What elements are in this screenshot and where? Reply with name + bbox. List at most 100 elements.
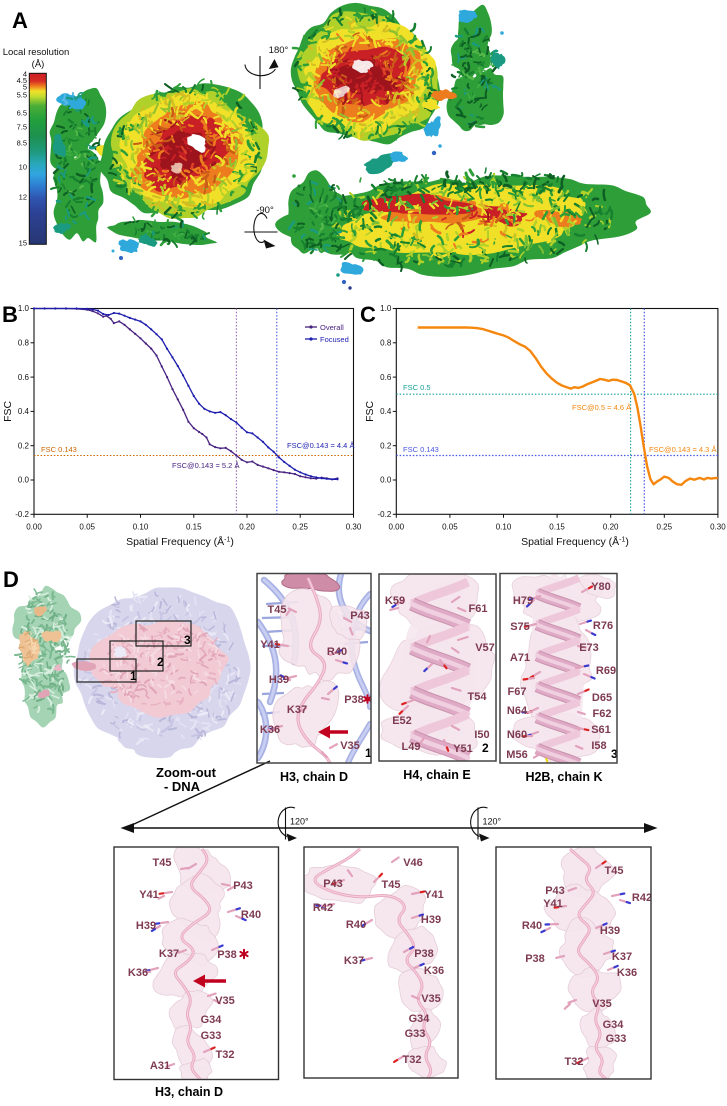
svg-text:T54: T54 xyxy=(468,691,488,703)
svg-text:S75: S75 xyxy=(510,621,530,633)
svg-text:H3, chain D: H3, chain D xyxy=(280,770,348,784)
svg-text:S61: S61 xyxy=(591,724,611,736)
svg-text:0.00: 0.00 xyxy=(389,522,405,531)
svg-text:Focused: Focused xyxy=(320,335,349,344)
svg-text:Local resolution: Local resolution xyxy=(3,47,70,58)
svg-text:N64: N64 xyxy=(507,705,528,717)
svg-text:L49: L49 xyxy=(402,741,421,753)
svg-text:-0.2: -0.2 xyxy=(15,510,29,519)
svg-text:N60: N60 xyxy=(507,729,527,741)
svg-text:I50: I50 xyxy=(474,729,489,741)
svg-text:H39: H39 xyxy=(421,914,441,926)
svg-text:- DNA: - DNA xyxy=(164,779,201,794)
svg-text:H4, chain E: H4, chain E xyxy=(403,768,470,782)
svg-text:0.8: 0.8 xyxy=(18,339,30,348)
svg-text:0.15: 0.15 xyxy=(186,522,202,531)
svg-text:Spatial Frequency (Å-1): Spatial Frequency (Å-1) xyxy=(521,535,629,548)
svg-text:0.25: 0.25 xyxy=(657,522,673,531)
svg-text:M56: M56 xyxy=(506,749,527,761)
svg-text:R42: R42 xyxy=(313,902,333,914)
svg-text:6.5: 6.5 xyxy=(17,109,27,118)
svg-text:0.30: 0.30 xyxy=(710,522,726,531)
svg-text:K36: K36 xyxy=(617,967,637,979)
svg-text:Y41: Y41 xyxy=(424,889,444,901)
svg-text:Y41: Y41 xyxy=(139,889,159,901)
svg-text:0.25: 0.25 xyxy=(292,522,308,531)
svg-text:Y80: Y80 xyxy=(591,581,611,593)
svg-text:1.0: 1.0 xyxy=(18,304,30,313)
svg-text:Y41: Y41 xyxy=(543,898,563,910)
svg-text:FSC@0.5 = 4.6 Å: FSC@0.5 = 4.6 Å xyxy=(572,403,631,412)
svg-text:T45: T45 xyxy=(153,857,172,869)
svg-text:I58: I58 xyxy=(591,740,606,752)
svg-text:T32: T32 xyxy=(403,1054,422,1066)
svg-text:15: 15 xyxy=(19,239,27,248)
svg-text:T32: T32 xyxy=(216,1049,235,1061)
svg-text:Y51: Y51 xyxy=(453,743,473,755)
svg-text:V35: V35 xyxy=(592,998,612,1010)
svg-text:1: 1 xyxy=(130,669,137,683)
svg-text:180°: 180° xyxy=(269,45,289,56)
svg-text:7.5: 7.5 xyxy=(17,123,27,132)
svg-text:Y41: Y41 xyxy=(260,639,280,651)
svg-text:FSC@0.143 = 4.4 Å: FSC@0.143 = 4.4 Å xyxy=(287,441,354,450)
svg-text:G34: G34 xyxy=(201,1014,223,1026)
svg-text:R40: R40 xyxy=(522,920,542,932)
svg-text:A71: A71 xyxy=(510,652,530,664)
svg-text:G33: G33 xyxy=(606,1033,627,1045)
svg-text:0.10: 0.10 xyxy=(496,522,512,531)
svg-text:FSC 0.5: FSC 0.5 xyxy=(403,383,431,392)
svg-text:G33: G33 xyxy=(201,1030,222,1042)
svg-text:T45: T45 xyxy=(268,604,287,616)
svg-text:FSC@0.143 = 4.3 Å: FSC@0.143 = 4.3 Å xyxy=(649,445,716,454)
svg-text:R40: R40 xyxy=(241,909,261,921)
svg-text:0.6: 0.6 xyxy=(18,373,30,382)
svg-text:R42: R42 xyxy=(632,892,652,904)
svg-text:R40: R40 xyxy=(327,646,347,658)
svg-text:P43: P43 xyxy=(323,878,343,890)
svg-text:P38: P38 xyxy=(414,948,434,960)
svg-text:Overall: Overall xyxy=(320,323,344,332)
svg-text:0.2: 0.2 xyxy=(18,441,30,450)
svg-text:H79: H79 xyxy=(513,595,533,607)
svg-text:K37: K37 xyxy=(344,955,364,967)
svg-text:V35: V35 xyxy=(340,740,360,752)
svg-text:2: 2 xyxy=(482,741,489,755)
svg-text:2: 2 xyxy=(157,655,164,669)
svg-text:P38: P38 xyxy=(217,949,237,961)
svg-text:P43: P43 xyxy=(233,880,253,892)
svg-text:H39: H39 xyxy=(136,920,156,932)
svg-text:FSC@0.143 = 5.2 Å: FSC@0.143 = 5.2 Å xyxy=(172,461,239,470)
svg-text:-0.2: -0.2 xyxy=(378,510,392,519)
svg-text:FSC: FSC xyxy=(364,400,376,421)
svg-text:0.20: 0.20 xyxy=(239,522,255,531)
svg-text:E73: E73 xyxy=(579,642,599,654)
svg-text:0.00: 0.00 xyxy=(26,522,42,531)
svg-text:H2B, chain K: H2B, chain K xyxy=(525,770,602,784)
svg-text:0.15: 0.15 xyxy=(549,522,565,531)
svg-text:C: C xyxy=(360,302,376,327)
svg-text:D65: D65 xyxy=(592,692,612,704)
svg-text:H39: H39 xyxy=(600,925,620,937)
svg-text:120°: 120° xyxy=(290,817,309,827)
svg-text:0.10: 0.10 xyxy=(133,522,149,531)
svg-text:G34: G34 xyxy=(603,1019,625,1031)
svg-text:H39: H39 xyxy=(269,674,289,686)
svg-text:FSC: FSC xyxy=(2,400,14,421)
svg-text:8.5: 8.5 xyxy=(17,139,27,148)
svg-text:0.0: 0.0 xyxy=(380,476,392,485)
svg-text:R40: R40 xyxy=(346,919,366,931)
svg-text:R69: R69 xyxy=(596,665,616,677)
svg-text:0.8: 0.8 xyxy=(380,339,392,348)
svg-text:F67: F67 xyxy=(508,686,527,698)
svg-text:T45: T45 xyxy=(382,879,401,891)
svg-text:FSC 0.143: FSC 0.143 xyxy=(403,445,439,454)
svg-text:K59: K59 xyxy=(385,595,405,607)
svg-text:K36: K36 xyxy=(260,724,280,736)
svg-text:0.20: 0.20 xyxy=(603,522,619,531)
svg-text:5.5: 5.5 xyxy=(17,91,27,100)
svg-text:P43: P43 xyxy=(545,885,565,897)
svg-text:F61: F61 xyxy=(469,603,488,615)
svg-text:0.6: 0.6 xyxy=(380,373,392,382)
svg-text:0.30: 0.30 xyxy=(346,522,362,531)
